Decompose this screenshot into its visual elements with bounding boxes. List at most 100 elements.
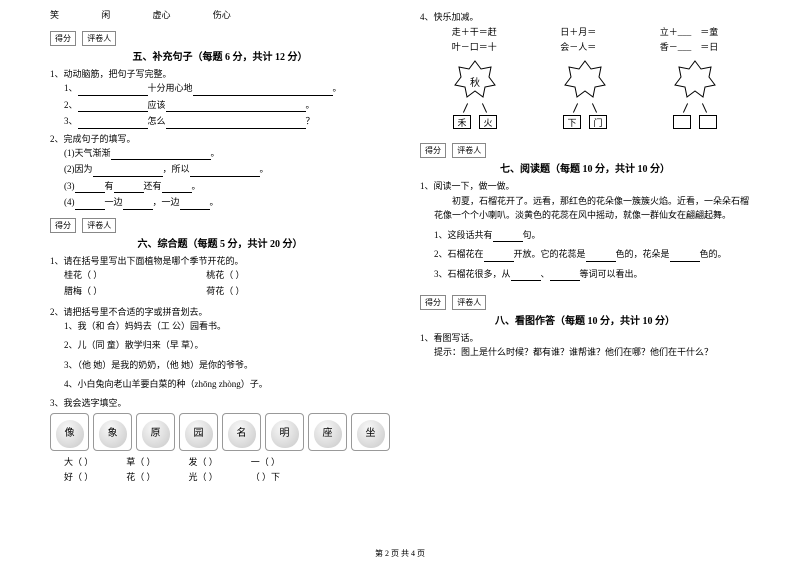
q4: 4、快乐加减。 [420, 10, 750, 23]
box-pair: 禾 火 [453, 115, 497, 129]
eq: 日＋月＝ [560, 25, 596, 38]
star-unit: 秋 禾 火 [453, 59, 497, 129]
apple-tile: 像 [50, 413, 89, 451]
passage: 初夏，石榴花开了。远看，那红色的花朵像一簇簇火焰。近看，一朵朵石榴花像一个个小喇… [434, 194, 750, 223]
q6-2-1: 1、我（和 合）妈妈去（工 公）园看书。 [64, 320, 390, 334]
grader-box: 评卷人 [452, 143, 486, 158]
worksheet-page: 笑 闲 虚心 伤心 得分 评卷人 五、补充句子（每题 6 分，共计 12 分） … [0, 0, 800, 483]
q7-1: 1、阅读一下，做一做。 [420, 179, 750, 192]
q5-2: 2、完成句子的填写。 [50, 132, 390, 145]
apple-tile: 园 [179, 413, 218, 451]
apple-char: 像 [65, 424, 75, 439]
q5-1-2: 2、应该。 [64, 99, 390, 113]
fill-row-a: 大（ ） 草（ ） 发（ ） 一（ ） [64, 455, 390, 468]
plant-row: 桂花（ ） 桃花（ ） [64, 269, 390, 283]
apple-tile: 明 [265, 413, 304, 451]
score-row: 得分 评卷人 [50, 218, 390, 233]
left-column: 笑 闲 虚心 伤心 得分 评卷人 五、补充句子（每题 6 分，共计 12 分） … [50, 8, 390, 483]
star-shape [563, 59, 607, 103]
apple-char: 原 [151, 424, 161, 439]
q8-hint: 提示：图上是什么时候？都有谁？谁帮谁？他们在哪？他们在干什么？ [434, 346, 750, 360]
fill-item: 发（ ） [189, 455, 249, 468]
q5-2-2: (2)因为，所以。 [64, 163, 390, 177]
word: 伤心 [213, 10, 231, 20]
box-pair: 下 门 [563, 115, 607, 129]
q5-1-1: 1、十分用心地。 [64, 82, 390, 96]
apple-char: 象 [108, 424, 118, 439]
apple-tile: 象 [93, 413, 132, 451]
star-diagram-row: 秋 禾 火 下 门 [420, 59, 750, 129]
char-box: 火 [479, 115, 497, 129]
header-word-row: 笑 闲 虚心 伤心 [50, 8, 390, 21]
q7-1-1: 1、这段话共有句。 [434, 229, 750, 243]
char-box [699, 115, 717, 129]
apple-tile: 名 [222, 413, 261, 451]
section7-title: 七、阅读题（每题 10 分，共计 10 分） [420, 160, 750, 175]
q5-2-4: (4)一边，一边。 [64, 196, 390, 210]
plant: 桂花（ ） [64, 269, 204, 283]
star-char: 秋 [470, 74, 480, 89]
grader-box: 评卷人 [82, 218, 116, 233]
apple-row: 像 象 原 园 名 明 座 坐 [50, 413, 390, 451]
apple-tile: 座 [308, 413, 347, 451]
word: 虚心 [153, 10, 171, 20]
star-unit: 下 门 [563, 59, 607, 129]
q5-1-3: 3、怎么？ [64, 115, 390, 129]
plant-row: 腊梅（ ） 荷花（ ） [64, 285, 390, 299]
q7-1-3: 3、石榴花很多，从、等词可以看出。 [434, 268, 750, 282]
right-column: 4、快乐加减。 走＋干＝赶 日＋月＝ 立＋___ ＝童 叶－口＝十 会－人＝ 香… [420, 8, 750, 483]
word: 笑 [50, 10, 59, 20]
q6-2-2: 2、儿（同 童）散学归来（早 草）。 [64, 339, 390, 353]
eq: 叶－口＝十 [452, 40, 497, 53]
score-box: 得分 [420, 143, 446, 158]
apple-char: 园 [194, 424, 204, 439]
eq: 香－___ ＝日 [660, 40, 719, 53]
q5-2-3: (3)有还有。 [64, 180, 390, 194]
eq-row-2: 叶－口＝十 会－人＝ 香－___ ＝日 [420, 40, 750, 53]
branches [673, 103, 717, 113]
star-shape: 秋 [453, 59, 497, 103]
q6-2: 2、请把括号里不合适的字或拼音划去。 [50, 305, 390, 318]
q7-1-2: 2、石榴花在开放。它的花蕊是色的，花朵是色的。 [434, 248, 750, 262]
section8-title: 八、看图作答（每题 10 分，共计 10 分） [420, 312, 750, 327]
q5-2-1: (1)天气渐渐。 [64, 147, 390, 161]
q6-3: 3、我会选字填空。 [50, 396, 390, 409]
fill-item: 花（ ） [126, 470, 186, 483]
eq: 会－人＝ [560, 40, 596, 53]
score-box: 得分 [50, 31, 76, 46]
apple-char: 名 [237, 424, 247, 439]
box-pair [673, 115, 717, 129]
grader-box: 评卷人 [452, 295, 486, 310]
eq: 立＋___ ＝童 [660, 25, 719, 38]
char-box: 下 [563, 115, 581, 129]
fill-row-b: 好（ ） 花（ ） 光（ ） （ ）下 [64, 470, 390, 483]
eq-row-1: 走＋干＝赶 日＋月＝ 立＋___ ＝童 [420, 25, 750, 38]
word: 闲 [101, 10, 110, 20]
branches [453, 103, 497, 113]
q5-1: 1、动动脑筋，把句子写完整。 [50, 67, 390, 80]
plant: 腊梅（ ） [64, 285, 204, 299]
q8-1: 1、看图写话。 [420, 331, 750, 344]
apple-tile: 原 [136, 413, 175, 451]
score-row: 得分 评卷人 [50, 31, 390, 46]
score-row: 得分 评卷人 [420, 295, 750, 310]
star-unit [673, 59, 717, 129]
plant: 荷花（ ） [206, 286, 244, 296]
section6-title: 六、综合题（每题 5 分，共计 20 分） [50, 235, 390, 250]
fill-item: 草（ ） [126, 455, 186, 468]
apple-char: 座 [323, 424, 333, 439]
apple-char: 明 [280, 424, 290, 439]
apple-char: 坐 [366, 424, 376, 439]
fill-item: 好（ ） [64, 470, 124, 483]
q6-2-3: 3、（他 她）是我的奶奶，（他 她）是你的爷爷。 [64, 359, 390, 373]
score-box: 得分 [420, 295, 446, 310]
fill-item: 大（ ） [64, 455, 124, 468]
q6-2-4: 4、小白兔向老山羊要白菜的种（zhōng zhòng）子。 [64, 378, 390, 392]
score-box: 得分 [50, 218, 76, 233]
fill-item: （ ）下 [251, 470, 311, 483]
eq: 走＋干＝赶 [452, 25, 497, 38]
apple-tile: 坐 [351, 413, 390, 451]
section5-title: 五、补充句子（每题 6 分，共计 12 分） [50, 48, 390, 63]
q6-1: 1、请在括号里写出下面植物是哪个季节开花的。 [50, 254, 390, 267]
fill-item: 一（ ） [251, 455, 311, 468]
